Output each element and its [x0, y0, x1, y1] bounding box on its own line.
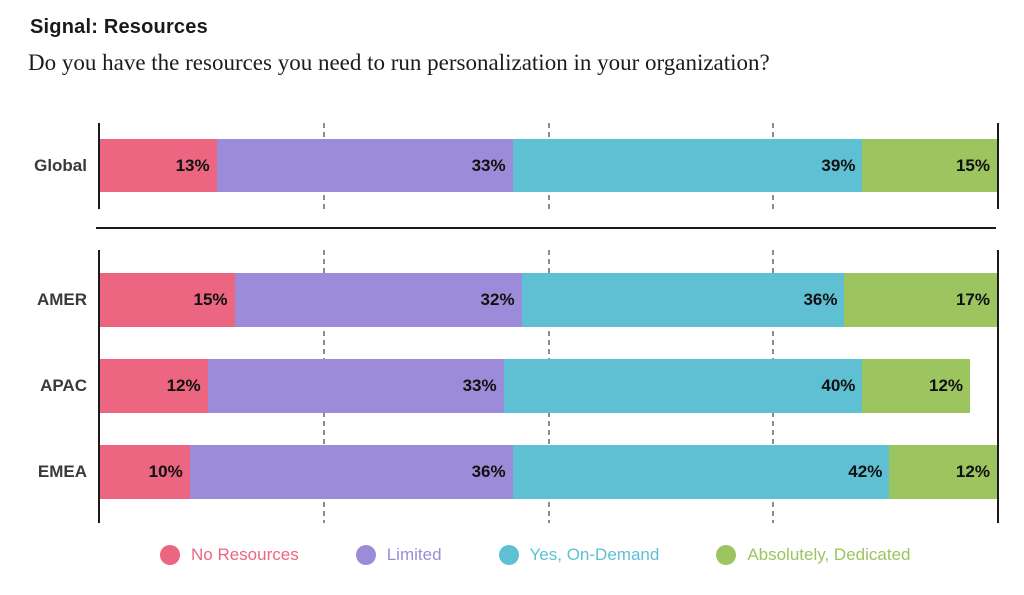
bar-segment-no-resources: 10% — [100, 445, 190, 499]
bar-segment-yes-on-demand: 39% — [512, 139, 863, 192]
bar-value-label: 12% — [955, 462, 990, 481]
row-label-apac: APAC — [40, 376, 87, 395]
bar-segment-limited: 33% — [216, 139, 513, 192]
bar-value-label: 15% — [955, 155, 990, 175]
section-divider-line — [96, 227, 996, 229]
chart-section-regions: AMER 15% 32% 36% 17% APAC 12% 33% 40% 12% EMEA 10% 3… — [37, 250, 999, 523]
bar-segment-limited: 33% — [207, 359, 504, 413]
bar-value-label: 39% — [821, 155, 856, 175]
bar-segment-absolutely-dedicated: 12% — [862, 359, 971, 413]
legend-swatch-icon — [355, 545, 376, 565]
legend-item-absolutely-dedicated: Absolutely, Dedicated — [716, 545, 910, 565]
row-label-global: Global — [34, 155, 87, 175]
bar-row-emea: EMEA 10% 36% 42% 12% — [38, 445, 997, 499]
chart-title: Signal: Resources — [30, 16, 208, 38]
bar-value-label: 15% — [193, 290, 228, 309]
bar-value-label: 33% — [462, 376, 497, 395]
chart-subtitle-question: Do you have the resources you need to ru… — [28, 50, 770, 75]
bar-row-amer: AMER 15% 32% 36% 17% — [37, 273, 997, 327]
bar-value-label: 32% — [480, 290, 515, 309]
bar-segment-absolutely-dedicated: 17% — [844, 273, 997, 327]
legend-swatch-icon — [498, 545, 519, 565]
legend-item-no-resources: No Resources — [160, 545, 299, 565]
bar-value-label: 12% — [166, 376, 201, 395]
chart-section-global: Global 13% 33% 39% 15% — [34, 123, 999, 209]
bar-row-apac: APAC 12% 33% 40% 12% — [40, 359, 997, 413]
legend-label: Absolutely, Dedicated — [747, 545, 911, 564]
legend-label: Yes, On-Demand — [529, 545, 660, 564]
legend-label: Limited — [386, 545, 442, 564]
chart-legend: No Resources Limited Yes, On-Demand Absolut… — [160, 545, 910, 565]
bar-segment-no-resources: 15% — [100, 273, 235, 327]
bar-value-label: 17% — [955, 290, 990, 309]
bar-value-label: 42% — [848, 462, 883, 481]
bar-segment-no-resources: 13% — [100, 139, 217, 192]
legend-swatch-icon — [160, 545, 180, 565]
bar-value-label: 36% — [803, 290, 838, 309]
bar-value-label: 13% — [175, 155, 210, 175]
bar-row-global: Global 13% 33% 39% 15% — [34, 139, 997, 192]
legend-item-yes-on-demand: Yes, On-Demand — [498, 545, 660, 565]
bar-value-label: 36% — [471, 462, 506, 481]
row-label-emea: EMEA — [37, 462, 87, 481]
bar-segment-yes-on-demand: 40% — [503, 359, 863, 413]
bar-segment-absolutely-dedicated: 15% — [862, 139, 997, 192]
bar-value-label: 12% — [929, 376, 964, 395]
legend-item-limited: Limited — [355, 545, 442, 565]
bar-segment-limited: 36% — [189, 445, 513, 499]
bar-value-label: 33% — [471, 155, 506, 175]
bar-value-label: 10% — [148, 462, 183, 481]
bar-segment-absolutely-dedicated: 12% — [889, 445, 997, 499]
bar-value-label: 40% — [821, 376, 856, 395]
bar-segment-yes-on-demand: 36% — [521, 273, 845, 327]
bar-segment-no-resources: 12% — [100, 359, 208, 413]
row-label-amer: AMER — [36, 290, 87, 309]
bar-segment-limited: 32% — [234, 273, 522, 327]
legend-label: No Resources — [191, 545, 299, 564]
bar-segment-yes-on-demand: 42% — [512, 445, 890, 499]
legend-swatch-icon — [716, 545, 737, 565]
